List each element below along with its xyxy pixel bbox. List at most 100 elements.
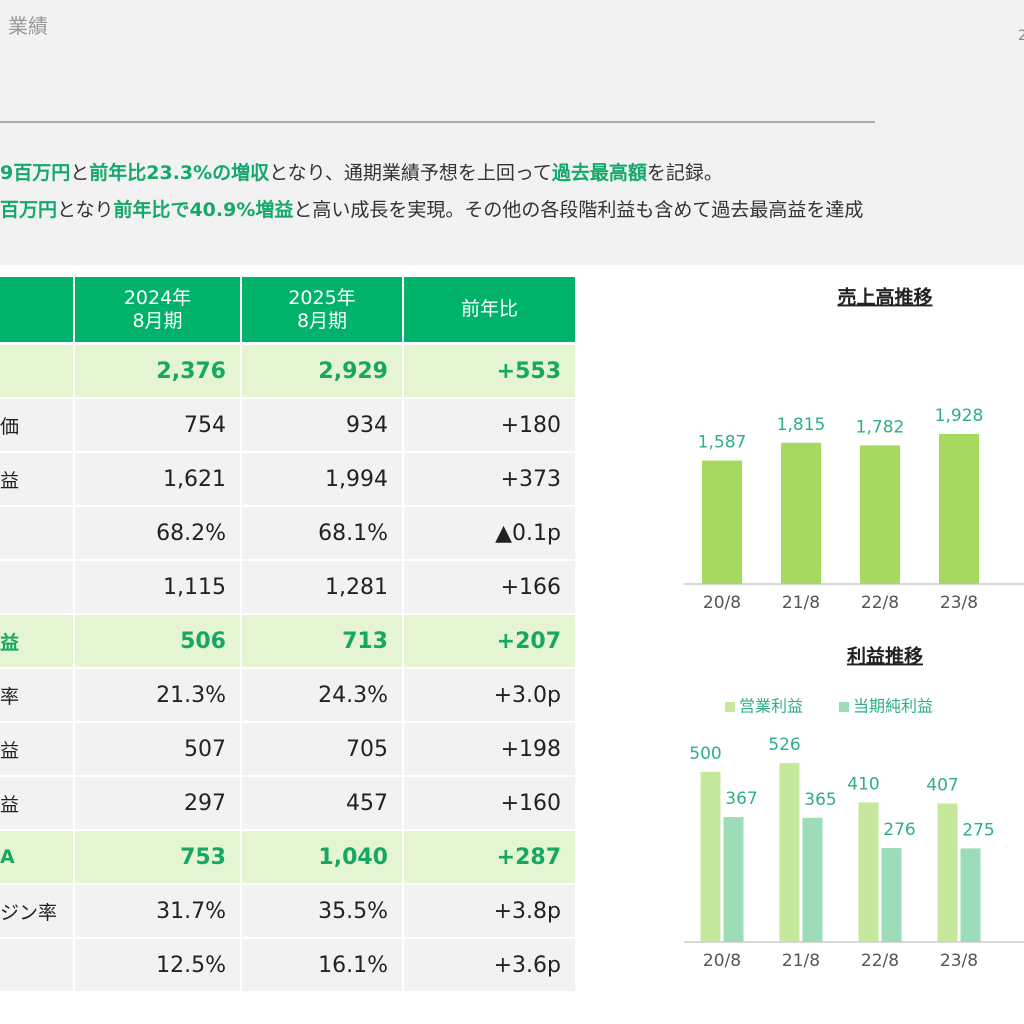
- summary-line: 9百万円と前年比23.3%の増収となり、通期業績予想を上回って過去最高額を記録。: [0, 158, 723, 185]
- row-label: [0, 345, 73, 397]
- data-label: 1,815: [777, 415, 826, 435]
- cell-value: 68.1%: [242, 507, 402, 559]
- column-header: 前年比: [404, 277, 575, 342]
- cell-value: 1,621: [75, 453, 240, 505]
- cell-value: 68.2%: [75, 507, 240, 559]
- x-tick-label: 22/8: [861, 593, 899, 613]
- cell-value: 31.7%: [75, 885, 240, 937]
- row-label: [0, 507, 73, 559]
- cell-value: ▲0.1p: [404, 507, 575, 559]
- data-label: 1,587: [698, 433, 747, 453]
- cell-value: +3.8p: [404, 885, 575, 937]
- x-tick-label: 21/8: [782, 593, 820, 613]
- cell-value: 507: [75, 723, 240, 775]
- cell-value: +166: [404, 561, 575, 613]
- cell-value: 2,376: [75, 345, 240, 397]
- cell-value: 1,281: [242, 561, 402, 613]
- bar: [881, 848, 902, 942]
- highlight-text: 前年比で40.9%増益: [113, 199, 294, 221]
- cell-value: 705: [242, 723, 402, 775]
- title: 業績: [8, 14, 48, 38]
- row-label: 益: [0, 723, 73, 775]
- cell-value: +207: [404, 615, 575, 667]
- highlight-text: 過去最高額: [551, 162, 647, 184]
- cell-value: 713: [242, 615, 402, 667]
- x-tick-label: 20/8: [703, 951, 741, 971]
- row-label: 益: [0, 453, 73, 505]
- cell-value: 1,040: [242, 831, 402, 883]
- legend-swatch: [839, 702, 849, 712]
- cell-value: 35.5%: [242, 885, 402, 937]
- bar: [960, 848, 981, 942]
- bar: [802, 817, 823, 942]
- row-label: 率: [0, 669, 73, 721]
- chart-title: 利益推移: [847, 645, 923, 668]
- data-label: 1,928: [935, 406, 984, 426]
- summary-panel: 業績 2 9百万円と前年比23.3%の増収となり、通期業績予想を上回って過去最高…: [0, 0, 1024, 265]
- highlight-text: 9百万円: [0, 162, 71, 184]
- x-tick-label: 23/8: [940, 593, 978, 613]
- cell-value: 754: [75, 399, 240, 451]
- bar: [860, 445, 900, 584]
- cell-value: 21.3%: [75, 669, 240, 721]
- data-label: 276: [883, 820, 915, 840]
- cell-value: 16.1%: [242, 939, 402, 991]
- bar: [937, 803, 958, 942]
- data-label: 407: [926, 775, 958, 795]
- bar: [702, 460, 742, 584]
- summary-text: となり、通期業績予想を上回って: [269, 162, 552, 184]
- data-label: 365: [804, 790, 836, 810]
- legend-label: 当期純利益: [853, 697, 933, 716]
- row-label: [0, 561, 73, 613]
- cell-value: +553: [404, 345, 575, 397]
- page-number: 2: [1018, 28, 1024, 44]
- bar: [939, 434, 979, 584]
- cell-value: 1,994: [242, 453, 402, 505]
- x-tick-label: 21/8: [782, 951, 820, 971]
- bar: [858, 802, 879, 942]
- divider: [0, 121, 875, 123]
- chart-title: 売上高推移: [837, 286, 932, 309]
- data-label: 410: [847, 774, 879, 794]
- cell-value: 24.3%: [242, 669, 402, 721]
- cell-value: +3.0p: [404, 669, 575, 721]
- summary-text: を記録。: [646, 162, 723, 184]
- summary-text: と: [70, 162, 90, 184]
- cell-value: 12.5%: [75, 939, 240, 991]
- x-tick-label: 22/8: [861, 951, 899, 971]
- x-tick-label: 23/8: [940, 951, 978, 971]
- summary-text: と高い成長を実現。その他の各段階利益も含めて過去最高益を達成: [293, 199, 864, 221]
- data-label: 367: [725, 789, 757, 809]
- data-label: 1,782: [856, 417, 905, 437]
- data-label: 526: [768, 735, 800, 755]
- cell-value: 1,115: [75, 561, 240, 613]
- cell-value: +287: [404, 831, 575, 883]
- highlight-text: 前年比23.3%の増収: [89, 162, 270, 184]
- row-label: [0, 939, 73, 991]
- summary-line: 百万円となり前年比で40.9%増益と高い成長を実現。その他の各段階利益も含めて過…: [0, 195, 863, 222]
- column-header: [0, 277, 73, 342]
- column-header: 2025年 8月期: [242, 277, 402, 342]
- legend-label: 営業利益: [739, 697, 803, 716]
- data-label: 275: [962, 820, 994, 840]
- bar: [700, 771, 721, 942]
- row-label: 益: [0, 615, 73, 667]
- highlight-text: 百万円: [0, 199, 58, 221]
- data-label: 500: [689, 744, 721, 764]
- cell-value: 506: [75, 615, 240, 667]
- row-label: ジン率: [0, 885, 73, 937]
- cell-value: +373: [404, 453, 575, 505]
- bar: [781, 442, 821, 584]
- cell-value: 2,929: [242, 345, 402, 397]
- row-label: 価: [0, 399, 73, 451]
- column-header: 2024年 8月期: [75, 277, 240, 342]
- legend-swatch: [725, 702, 735, 712]
- cell-value: +160: [404, 777, 575, 829]
- cell-value: 297: [75, 777, 240, 829]
- cell-value: 753: [75, 831, 240, 883]
- x-tick-label: 20/8: [703, 593, 741, 613]
- cell-value: +180: [404, 399, 575, 451]
- cell-value: 457: [242, 777, 402, 829]
